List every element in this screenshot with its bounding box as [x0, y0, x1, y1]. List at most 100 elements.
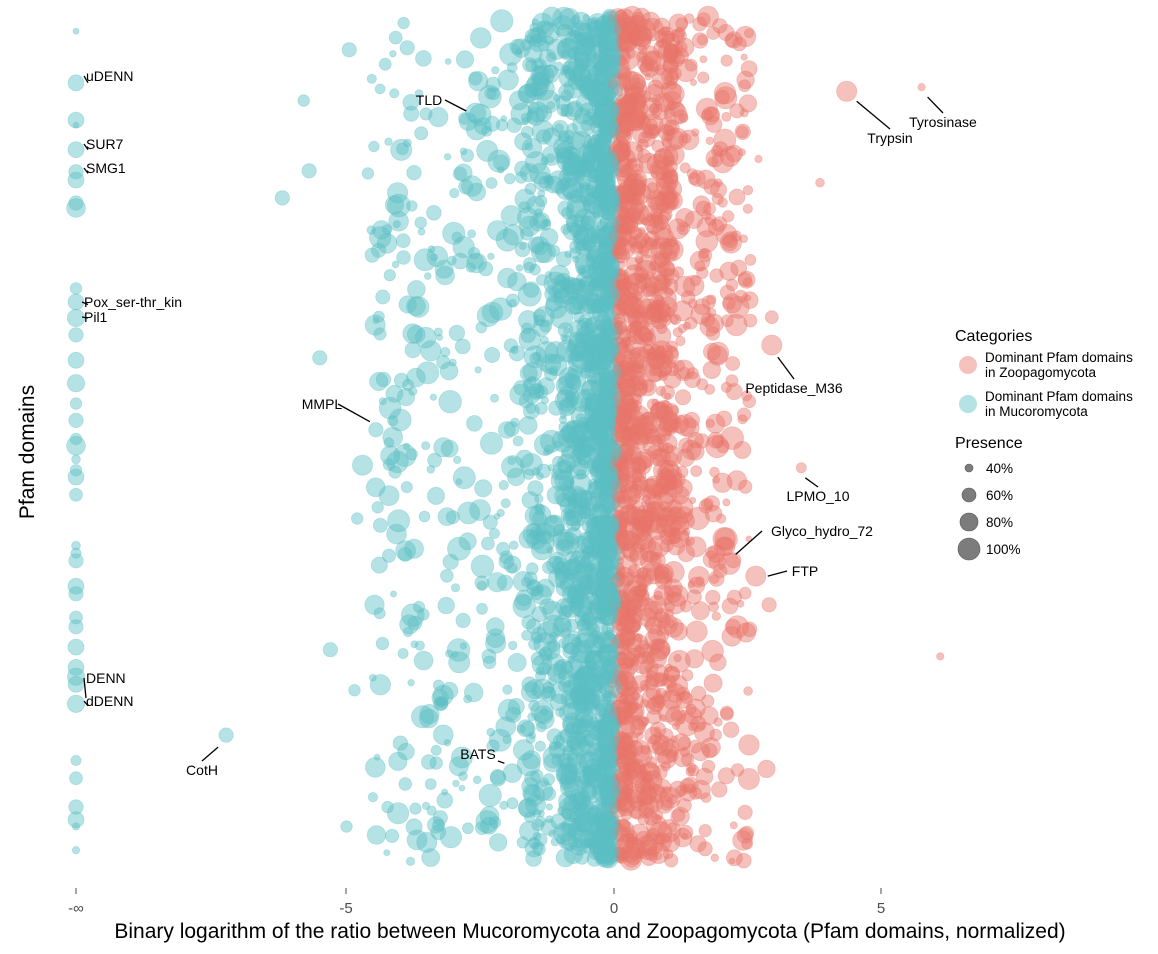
- data-point-mucoromycota: [548, 741, 559, 751]
- data-point-mucoromycota: [430, 824, 447, 841]
- data-point-mucoromycota: [596, 147, 614, 164]
- data-point-mucoromycota: [572, 790, 589, 807]
- data-point-mucoromycota: [587, 34, 601, 48]
- data-point-mucoromycota: [521, 117, 530, 126]
- data-point-mucoromycota: [587, 19, 610, 42]
- data-point-mucoromycota: [549, 631, 558, 640]
- data-point-mucoromycota: [493, 154, 510, 171]
- annotated-point: [713, 536, 734, 557]
- data-point-mucoromycota: [560, 103, 574, 118]
- data-point-zoopagomycota: [636, 589, 650, 603]
- data-point-mucoromycota: [499, 42, 523, 66]
- data-point-mucoromycota: [586, 252, 598, 264]
- data-point-mucoromycota: [384, 137, 393, 146]
- data-point-mucoromycota: [573, 682, 584, 693]
- data-point-mucoromycota: [558, 421, 570, 433]
- data-point-mucoromycota: [510, 345, 519, 355]
- data-point-mucoromycota: [591, 541, 607, 557]
- annotation-leader-line: [767, 570, 788, 577]
- legend: Categories Dominant Pfam domains in Zoop…: [955, 328, 1133, 561]
- data-point-mucoromycota: [569, 247, 582, 260]
- data-point-mucoromycota: [449, 188, 460, 199]
- annotation-label: SUR7: [86, 136, 124, 152]
- data-point-mucoromycota: [594, 322, 615, 343]
- data-point-mucoromycota: [544, 340, 568, 364]
- data-point-mucoromycota: [604, 93, 614, 103]
- data-point-mucoromycota: [438, 390, 462, 414]
- data-point-mucoromycota: [589, 372, 609, 393]
- data-point-mucoromycota: [520, 227, 534, 241]
- data-point-mucoromycota: [570, 424, 581, 434]
- data-point-mucoromycota: [524, 505, 545, 526]
- data-point-mucoromycota: [558, 83, 575, 101]
- data-point-mucoromycota: [592, 478, 606, 491]
- data-point-mucoromycota: [576, 223, 598, 245]
- data-point-mucoromycota: [576, 518, 585, 527]
- data-point-zoopagomycota: [641, 331, 657, 346]
- data-point-neg-inf: [69, 397, 83, 410]
- data-point-mucoromycota: [598, 708, 609, 720]
- data-point-mucoromycota: [545, 803, 553, 811]
- data-point-mucoromycota: [526, 107, 545, 126]
- data-point-mucoromycota: [503, 555, 522, 574]
- data-point-zoopagomycota: [701, 639, 724, 663]
- data-point-mucoromycota: [554, 484, 577, 508]
- data-point-mucoromycota: [563, 327, 571, 335]
- data-point-zoopagomycota: [677, 736, 692, 750]
- data-point-mucoromycota: [461, 822, 474, 835]
- data-point-mucoromycota: [606, 432, 619, 445]
- data-point-mucoromycota: [606, 779, 617, 790]
- data-point-mucoromycota: [562, 156, 583, 176]
- data-point-mucoromycota: [585, 425, 593, 433]
- data-point-mucoromycota: [605, 291, 615, 302]
- data-point-mucoromycota: [429, 756, 443, 770]
- data-point-mucoromycota: [570, 594, 585, 609]
- data-point-mucoromycota: [524, 151, 548, 174]
- data-point-mucoromycota: [601, 153, 622, 173]
- data-point-mucoromycota: [586, 138, 602, 154]
- data-point-mucoromycota: [556, 140, 575, 159]
- data-point-zoopagomycota: [673, 827, 693, 848]
- data-point-zoopagomycota: [674, 26, 686, 39]
- data-point-zoopagomycota: [726, 470, 748, 491]
- data-point-mucoromycota: [385, 384, 404, 403]
- data-point-mucoromycota: [459, 147, 468, 156]
- data-point-mucoromycota: [602, 17, 619, 35]
- data-point-mucoromycota: [572, 838, 583, 849]
- data-point-mucoromycota: [596, 393, 612, 409]
- data-point-mucoromycota: [601, 221, 618, 238]
- data-point-mucoromycota: [527, 236, 545, 254]
- data-point-mucoromycota: [451, 650, 459, 658]
- data-point-mucoromycota: [603, 563, 613, 572]
- data-point-zoopagomycota: [722, 293, 743, 314]
- data-point-mucoromycota: [529, 213, 548, 232]
- data-point-mucoromycota: [378, 397, 387, 406]
- data-point-neg-inf: [66, 374, 86, 393]
- data-point-mucoromycota: [388, 30, 403, 45]
- data-point-mucoromycota: [511, 38, 531, 59]
- data-point-mucoromycota: [598, 723, 616, 741]
- data-point-mucoromycota: [592, 274, 609, 292]
- data-point-mucoromycota: [503, 338, 519, 353]
- data-point-mucoromycota: [448, 756, 469, 777]
- data-point-mucoromycota: [572, 227, 597, 252]
- annotated-point: [469, 103, 492, 127]
- data-point-mucoromycota: [432, 684, 454, 706]
- data-point-mucoromycota: [599, 761, 620, 783]
- data-point-mucoromycota: [378, 396, 402, 420]
- data-point-mucoromycota: [540, 707, 548, 716]
- data-point-mucoromycota: [603, 818, 615, 830]
- data-point-mucoromycota: [464, 682, 484, 703]
- data-point-zoopagomycota: [685, 766, 696, 777]
- data-point-zoopagomycota: [663, 171, 671, 179]
- data-point-mucoromycota: [596, 88, 609, 100]
- data-point-outlier: [764, 310, 779, 325]
- data-point-mucoromycota: [600, 440, 623, 463]
- data-point-mucoromycota: [512, 435, 524, 447]
- data-point-mucoromycota: [564, 389, 577, 402]
- data-point-mucoromycota: [600, 244, 619, 263]
- data-point-mucoromycota: [566, 511, 575, 520]
- data-point-mucoromycota: [597, 345, 618, 366]
- data-point-mucoromycota: [467, 253, 484, 270]
- data-point-outlier: [815, 177, 825, 188]
